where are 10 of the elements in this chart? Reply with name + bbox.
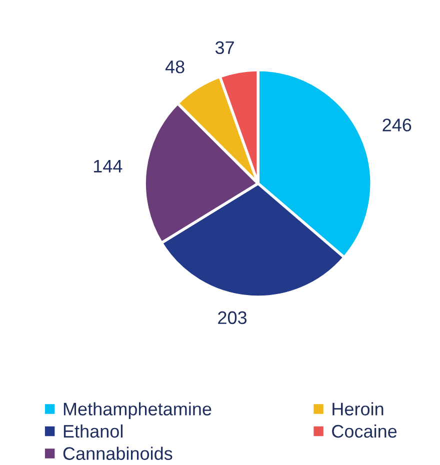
legend-label: Cocaine [332,424,397,438]
legend-label: Methamphetamine [64,402,212,420]
legend-label: Heroin [332,402,384,416]
legend-label: Cannabinoids [63,446,172,460]
legend-label: Ethanol [64,424,122,438]
data-label: 203 [218,311,247,324]
data-label: 48 [165,60,184,74]
data-label: 246 [382,118,412,132]
data-label: 37 [215,41,234,54]
data-label: 144 [94,160,122,172]
